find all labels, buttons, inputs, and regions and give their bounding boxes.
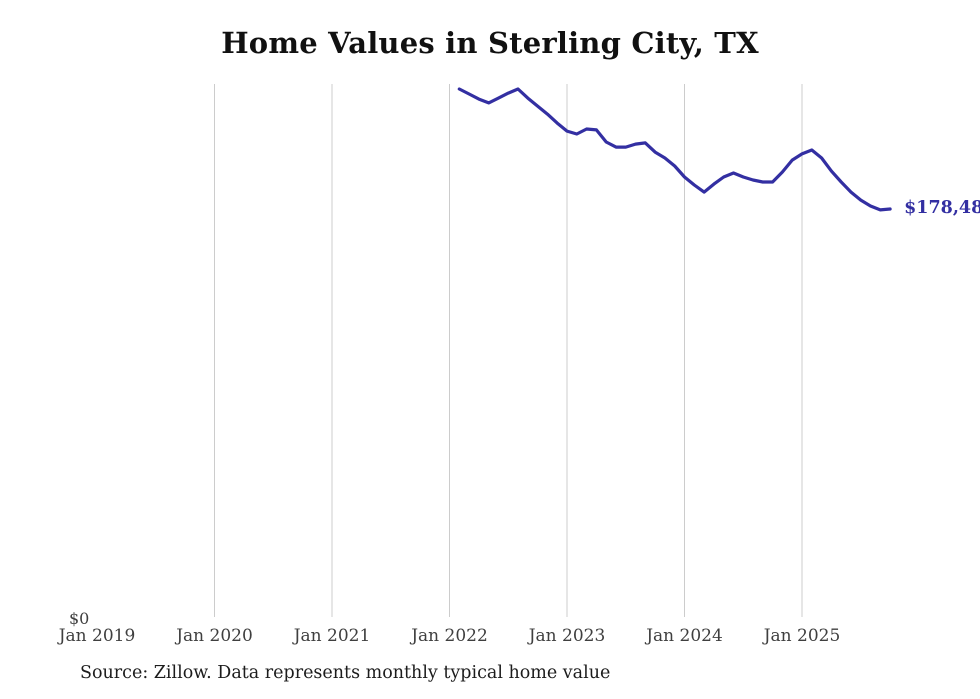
y-axis-zero-label: $0 [69,609,90,628]
x-axis-tick-label: Jan 2020 [176,626,253,646]
x-axis-tick-label: Jan 2023 [528,626,606,646]
x-axis-tick-label: Jan 2022 [411,626,488,646]
x-axis-tick-label: Jan 2024 [646,626,723,646]
x-axis-tick-label: Jan 2019 [58,626,136,646]
x-axis-tick-label: Jan 2021 [293,626,371,646]
end-value-label: $178,480 [904,198,980,219]
chart-title: Home Values in Sterling City, TX [221,26,759,60]
source-note: Source: Zillow. Data represents monthly … [80,663,611,683]
home-value-line [457,87,892,212]
x-axis-tick-label: Jan 2025 [763,626,841,646]
